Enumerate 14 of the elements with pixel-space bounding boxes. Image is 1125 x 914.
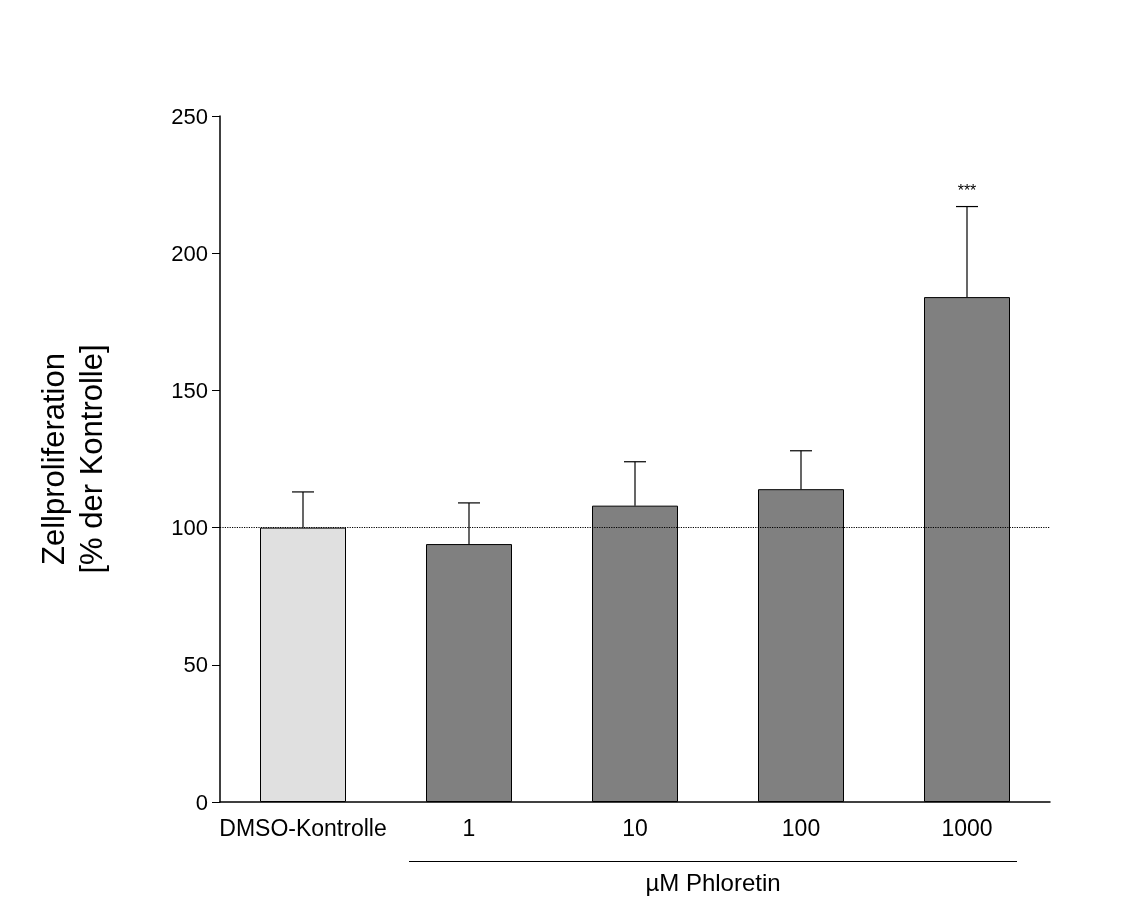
y-tick-label: 0 [195, 789, 208, 815]
x-tick-label: 1 [462, 814, 476, 841]
y-axis-title: Zellproliferation [% der Kontrolle] [35, 344, 109, 574]
x-axis-title: µM Phloretin [645, 868, 781, 896]
y-tick-label: 50 [183, 652, 208, 678]
annotation: *** [957, 182, 977, 200]
x-tick-label: DMSO-Kontrolle [219, 814, 387, 841]
x-tick-label: 1000 [941, 814, 993, 841]
y-tick-label: 250 [171, 103, 208, 129]
y-tick-label: 150 [171, 377, 208, 403]
y-tick-label: 100 [171, 515, 208, 541]
x-tick-label: 100 [781, 814, 821, 841]
y-tick-label: 200 [171, 240, 208, 266]
x-tick-label: 10 [622, 814, 648, 841]
